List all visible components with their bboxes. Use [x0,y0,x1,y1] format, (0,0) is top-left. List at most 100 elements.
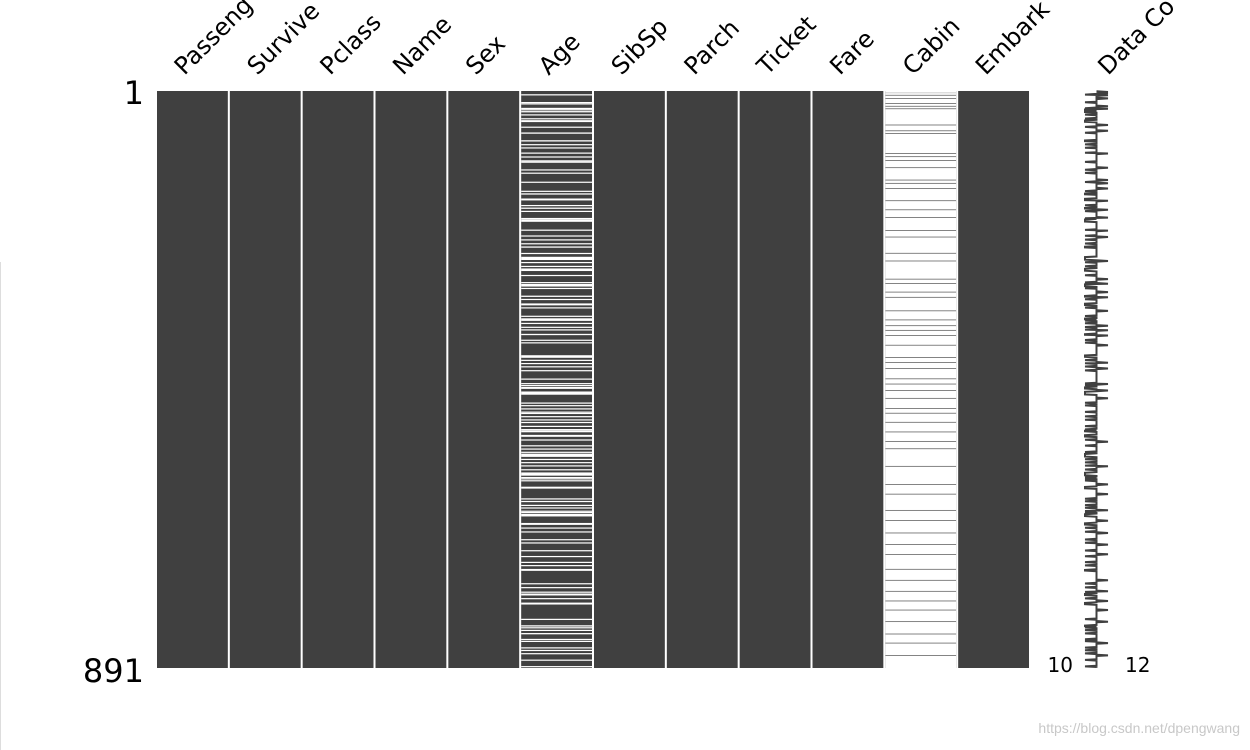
missing-row [521,391,592,395]
missing-row [521,659,592,661]
missing-row [885,634,957,643]
missing-row [521,274,592,277]
missing-row [521,160,592,162]
missing-row [521,114,592,116]
missing-row [521,172,592,174]
missing-row [521,522,592,525]
watermark: https://blog.csdn.net/dpengwang [1038,720,1240,736]
missing-row [885,655,957,668]
missing-row [521,322,592,325]
missing-row [521,261,592,264]
missing-row [521,256,592,261]
missing-row [521,161,592,163]
missing-row [521,385,592,387]
missing-row [885,533,957,545]
missing-row [885,106,957,109]
missing-row [521,287,592,290]
column-bar [958,91,1029,668]
missing-row [521,568,592,571]
missing-row [885,520,957,533]
missing-row [885,180,957,183]
column-bar [375,91,447,668]
missing-row [521,366,592,368]
missing-row [521,649,592,652]
missing-row [521,193,592,195]
missing-row [885,357,957,363]
column-bar [448,91,520,668]
missing-row [521,378,592,380]
missing-row [521,451,592,453]
missing-row [885,91,957,93]
missing-row [885,320,957,326]
missing-row [521,638,592,641]
missing-row [521,282,592,284]
missing-row [521,362,592,365]
missing-row [885,201,957,210]
missing-row [521,265,592,268]
missing-row [521,307,592,309]
missing-row [885,217,957,231]
missing-row [885,422,957,432]
missing-row [885,283,957,292]
missing-row [521,103,592,105]
missing-row [885,643,957,656]
missing-row [521,416,592,418]
row-label: 1 [124,74,144,112]
missing-row [521,120,592,123]
missing-row [521,539,592,541]
missing-row [521,453,592,457]
missing-row [521,190,592,192]
missing-row [521,478,592,480]
missing-row [521,246,592,248]
missing-row [521,531,592,533]
column-bar [739,91,811,668]
missing-row [521,118,592,120]
missing-row [521,243,592,245]
missing-row [521,565,592,567]
missing-row [521,111,592,113]
missing-row [521,513,592,517]
missing-row [521,405,592,407]
missing-row [885,449,957,466]
missing-row [885,408,957,413]
missing-row [521,598,592,600]
missing-row [521,147,592,149]
missing-row [521,217,592,220]
missing-row [521,198,592,201]
missing-row [885,160,957,168]
missing-row [885,398,957,409]
missing-row [521,469,592,471]
missing-row [885,153,957,157]
missing-row [521,429,592,431]
missing-row [521,527,592,529]
missing-row [521,507,592,509]
missing-row [521,593,592,596]
missing-row [521,550,592,552]
missing-row [885,379,957,384]
missing-row [521,425,592,428]
missing-row [521,591,592,593]
missing-row [521,315,592,317]
missing-row [885,368,957,379]
missing-row [885,125,957,131]
missing-row [885,157,957,161]
missing-row [521,602,592,605]
missing-row [885,210,957,218]
missing-row [521,386,592,389]
missing-row [521,140,592,142]
missing-row [885,484,957,494]
missing-row [521,235,592,237]
missing-row [885,261,957,279]
missing-row [521,439,592,441]
missing-row [521,587,592,589]
missing-row [885,292,957,297]
missing-row [521,618,592,620]
missing-row [521,204,592,207]
missing-row [521,504,592,507]
missing-row [521,510,592,512]
missing-row [885,95,957,99]
missing-row [885,133,957,154]
missing-row [521,498,592,500]
missing-row [521,625,592,627]
